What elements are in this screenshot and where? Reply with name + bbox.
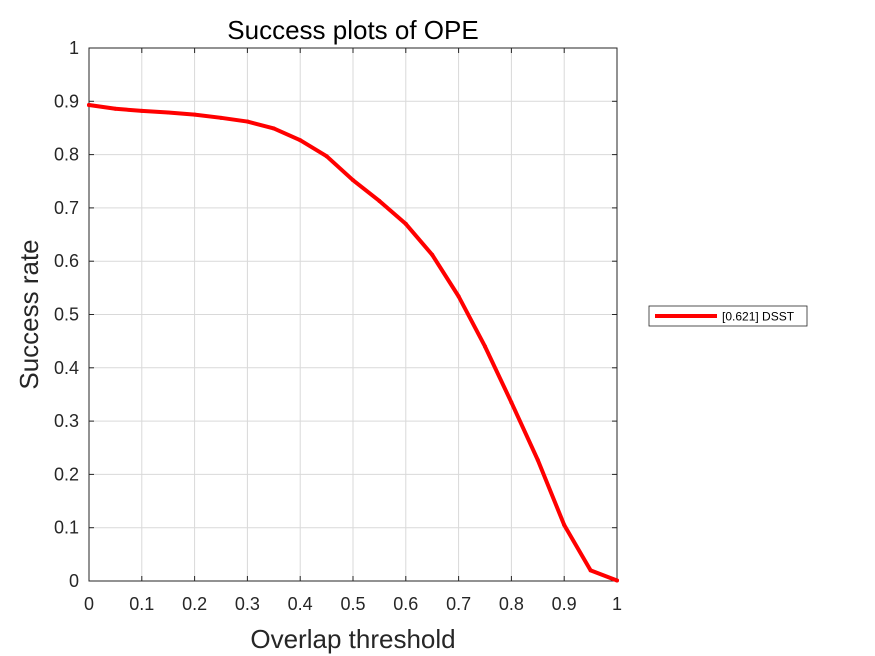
data-point	[430, 252, 435, 257]
y-tick-label: 0	[69, 571, 79, 591]
x-axis-tick-labels: 0 0.1 0.2 0.3 0.4 0.5 0.6 0.7 0.8 0.9 1	[84, 594, 622, 614]
y-tick-label: 0.9	[54, 91, 79, 111]
data-point	[509, 400, 514, 405]
data-point	[87, 103, 91, 108]
y-axis-tick-labels: 0 0.1 0.2 0.3 0.4 0.5 0.6 0.7 0.8 0.9 1	[54, 38, 79, 591]
x-tick-label: 0.9	[552, 594, 577, 614]
data-point	[588, 568, 593, 573]
x-tick-label: 0.6	[393, 594, 418, 614]
x-tick-label: 0	[84, 594, 94, 614]
axis-ticks	[88, 47, 618, 582]
data-point	[535, 458, 540, 463]
x-tick-label: 0.5	[340, 594, 365, 614]
chart-title: Success plots of OPE	[227, 15, 478, 45]
y-tick-label: 0.3	[54, 411, 79, 431]
data-point	[166, 110, 171, 115]
data-point	[483, 344, 487, 349]
y-tick-label: 0.7	[54, 198, 79, 218]
data-point	[377, 198, 382, 203]
series-layer	[87, 103, 619, 583]
y-tick-label: 0.1	[54, 518, 79, 538]
legend-entry-dsst: [0.621] DSST	[722, 310, 795, 324]
data-point	[113, 106, 118, 111]
grid-lines	[89, 48, 617, 581]
x-tick-label: 1	[612, 594, 622, 614]
data-point	[351, 178, 355, 183]
y-tick-label: 0.4	[54, 358, 79, 378]
data-point	[139, 108, 144, 113]
data-point	[271, 126, 276, 131]
x-tick-label: 0.3	[235, 594, 260, 614]
legend: [0.621] DSST	[648, 305, 808, 327]
x-tick-label: 0.4	[288, 594, 313, 614]
data-point	[298, 138, 303, 143]
data-point	[615, 578, 619, 583]
data-point	[456, 294, 461, 299]
y-tick-label: 0.2	[54, 464, 79, 484]
x-tick-label: 0.7	[446, 594, 471, 614]
data-point	[219, 115, 223, 120]
data-point	[192, 112, 197, 117]
x-tick-label: 0.2	[182, 594, 207, 614]
y-axis-label: Success rate	[14, 239, 44, 389]
y-tick-label: 0.6	[54, 251, 79, 271]
x-axis-label: Overlap threshold	[250, 624, 455, 654]
legend-box	[648, 305, 808, 327]
data-point	[324, 154, 329, 159]
data-point	[562, 523, 567, 528]
data-point	[403, 221, 408, 226]
y-tick-label: 1	[69, 38, 79, 58]
y-tick-label: 0.8	[54, 145, 79, 165]
x-tick-label: 0.8	[499, 594, 524, 614]
data-point	[245, 119, 250, 124]
x-tick-label: 0.1	[129, 594, 154, 614]
y-tick-label: 0.5	[54, 305, 79, 325]
